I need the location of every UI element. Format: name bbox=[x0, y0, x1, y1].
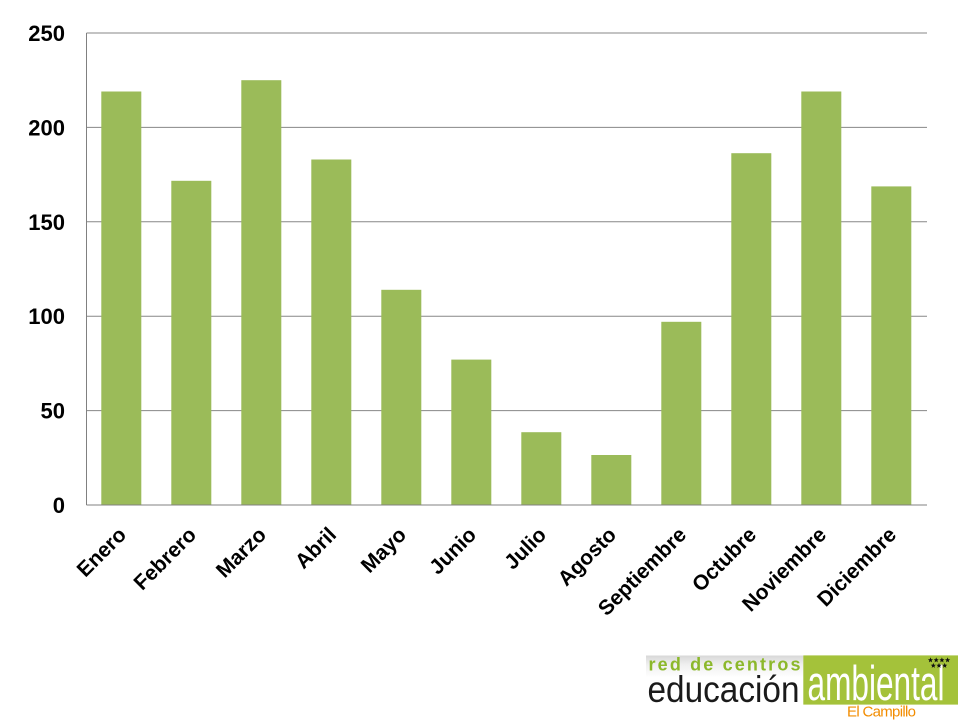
svg-text:Febrero: Febrero bbox=[129, 523, 201, 595]
svg-text:Agosto: Agosto bbox=[554, 523, 621, 590]
svg-text:Julio: Julio bbox=[500, 523, 551, 574]
svg-text:Mayo: Mayo bbox=[357, 523, 411, 577]
svg-text:Octubre: Octubre bbox=[688, 523, 761, 596]
svg-text:ambiental: ambiental bbox=[808, 657, 945, 711]
svg-text:Enero: Enero bbox=[73, 523, 131, 581]
svg-text:100: 100 bbox=[28, 304, 65, 329]
svg-text:Marzo: Marzo bbox=[212, 523, 271, 582]
svg-text:150: 150 bbox=[28, 210, 65, 235]
svg-text:250: 250 bbox=[28, 21, 65, 46]
svg-text:50: 50 bbox=[41, 399, 65, 424]
svg-text:red de centros: red de centros bbox=[649, 655, 801, 675]
svg-text:Junio: Junio bbox=[425, 523, 481, 579]
svg-text:educación: educación bbox=[648, 669, 800, 710]
svg-text:200: 200 bbox=[28, 115, 65, 140]
svg-text:Abril: Abril bbox=[291, 523, 341, 573]
svg-text:El Campillo: El Campillo bbox=[847, 704, 916, 720]
svg-text:0: 0 bbox=[53, 493, 65, 518]
